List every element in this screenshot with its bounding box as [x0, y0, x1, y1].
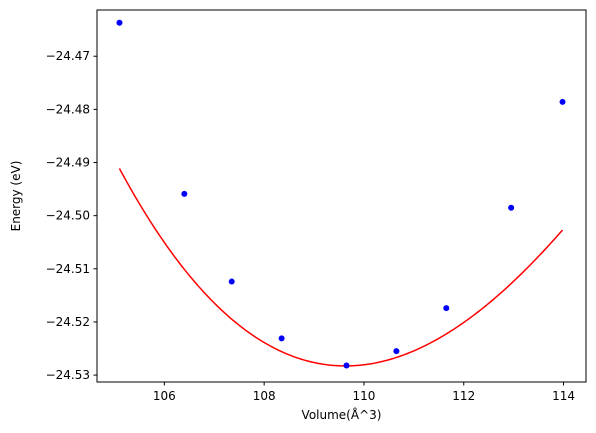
data-point	[443, 305, 450, 312]
data-point	[278, 335, 285, 342]
data-point	[559, 98, 566, 105]
y-tick-label: −24.47	[46, 49, 90, 63]
y-axis-label: Energy (eV)	[9, 161, 23, 232]
data-point	[343, 362, 350, 369]
y-tick-label: −24.48	[46, 102, 90, 116]
data-point	[393, 348, 400, 355]
y-tick-label: −24.51	[46, 262, 90, 276]
plot-area	[116, 19, 566, 369]
x-tick-label: 106	[153, 389, 176, 403]
x-axis: 106 108 110 112 114	[153, 382, 575, 403]
x-tick-label: 114	[552, 389, 575, 403]
x-tick-label: 112	[452, 389, 475, 403]
y-tick-label: −24.49	[46, 156, 90, 170]
data-point	[228, 278, 235, 285]
y-tick-label: −24.53	[46, 368, 90, 382]
x-axis-label: Volume(Å^3)	[302, 407, 382, 422]
y-tick-label: −24.50	[46, 209, 90, 223]
data-point	[181, 190, 188, 197]
x-tick-label: 108	[253, 389, 276, 403]
fit-curve	[118, 168, 564, 367]
data-point	[116, 19, 123, 26]
data-point	[508, 204, 515, 211]
x-tick-label: 110	[353, 389, 376, 403]
plot-frame	[96, 9, 587, 383]
y-axis: −24.47 −24.48 −24.49 −24.50 −24.51 −24.52 −24.…	[46, 49, 97, 382]
y-tick-label: −24.52	[46, 315, 90, 329]
